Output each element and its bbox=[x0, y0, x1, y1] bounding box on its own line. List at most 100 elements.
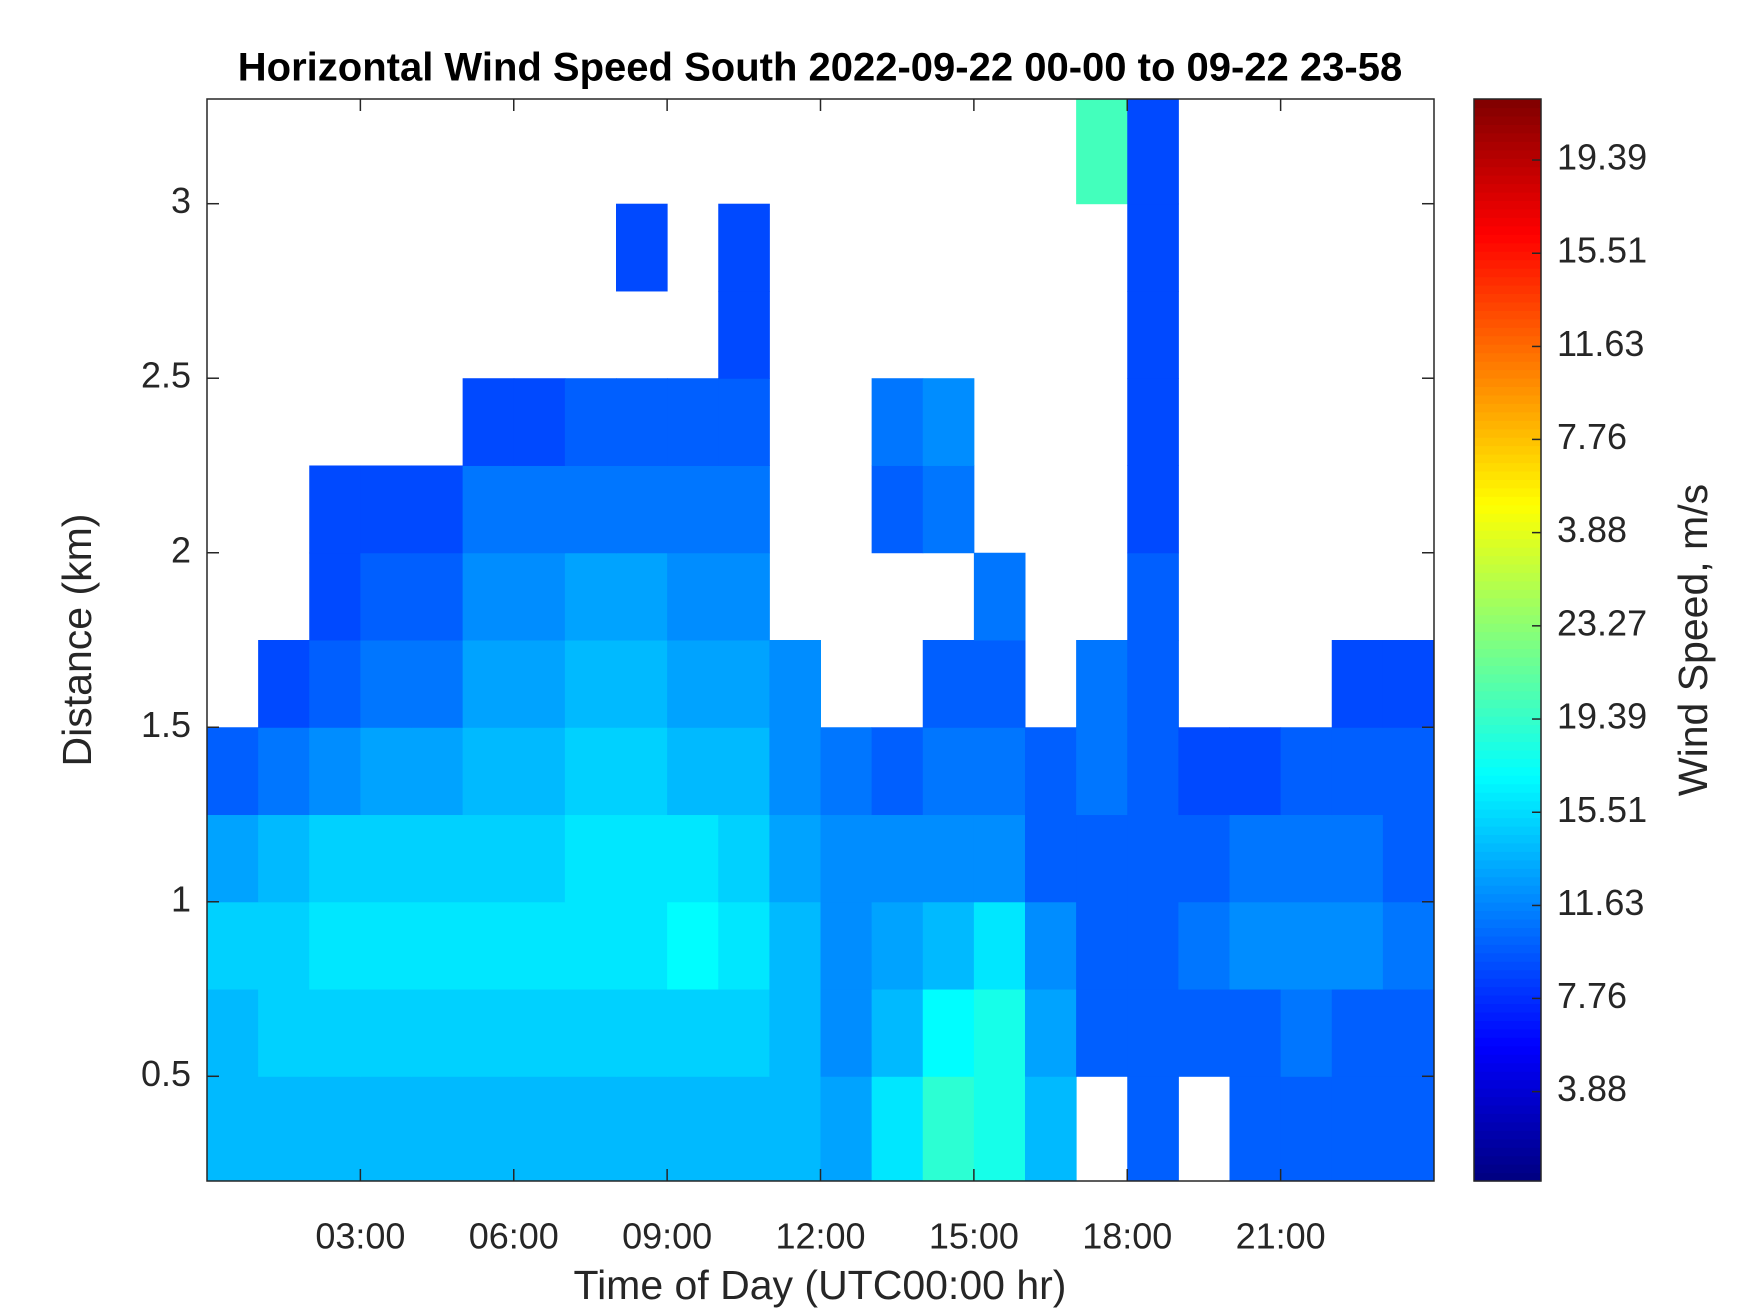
heatmap-cell bbox=[1280, 727, 1333, 816]
colorbar-strip bbox=[1474, 589, 1541, 599]
colorbar-strip bbox=[1474, 640, 1541, 650]
heatmap-cell bbox=[1280, 814, 1333, 903]
heatmap-cell bbox=[973, 552, 1026, 641]
colorbar-strip bbox=[1474, 191, 1541, 202]
colorbar-strip bbox=[1474, 183, 1541, 193]
heatmap-cell bbox=[411, 727, 464, 816]
colorbar-strip bbox=[1474, 859, 1541, 869]
colorbar-strip bbox=[1474, 1003, 1541, 1013]
heatmap-cell bbox=[871, 901, 924, 990]
heatmap-cell bbox=[1076, 99, 1128, 205]
colorbar-strip bbox=[1474, 665, 1541, 675]
colorbar-strip bbox=[1474, 1062, 1541, 1072]
heatmap-cell bbox=[1127, 989, 1179, 1077]
y-tick-label: 2 bbox=[171, 529, 191, 570]
colorbar-strip bbox=[1474, 386, 1541, 396]
colorbar-strip bbox=[1474, 749, 1541, 759]
colorbar-frame bbox=[1473, 98, 1542, 1182]
heatmap-cell bbox=[564, 814, 617, 903]
colorbar-strip bbox=[1474, 335, 1541, 345]
heatmap-cell bbox=[718, 465, 770, 554]
heatmap-cell bbox=[667, 989, 719, 1077]
heatmap-cell bbox=[513, 901, 566, 990]
colorbar-strip bbox=[1474, 1104, 1541, 1114]
y-tick-label: 2.5 bbox=[141, 355, 191, 396]
colorbar-strip bbox=[1474, 1088, 1541, 1098]
heatmap-cell bbox=[1382, 727, 1435, 816]
colorbar-strip bbox=[1474, 1071, 1541, 1081]
colorbar-strip bbox=[1474, 969, 1541, 979]
x-tick-label: 18:00 bbox=[1082, 1216, 1172, 1257]
colorbar-strip bbox=[1474, 301, 1541, 311]
colorbar-strip bbox=[1474, 1011, 1541, 1021]
colorbar-strip bbox=[1474, 690, 1541, 700]
heatmap-cell bbox=[1331, 901, 1384, 990]
colorbar-strip bbox=[1474, 868, 1541, 878]
heatmap-cell bbox=[513, 989, 566, 1077]
colorbar-strip bbox=[1474, 572, 1541, 582]
heatmap-cell bbox=[1127, 552, 1179, 641]
heatmap-cell bbox=[309, 814, 361, 903]
heatmap-cell bbox=[360, 901, 412, 990]
heatmap-cell bbox=[667, 814, 719, 903]
colorbar-strip bbox=[1474, 758, 1541, 768]
heatmap-cell bbox=[1127, 378, 1179, 466]
heatmap-cell bbox=[667, 1076, 719, 1182]
colorbar-strip bbox=[1474, 792, 1541, 802]
heatmap-cell bbox=[718, 640, 770, 728]
heatmap-cell bbox=[1382, 989, 1435, 1077]
y-tick-label: 3 bbox=[171, 180, 191, 221]
x-tick-label: 03:00 bbox=[315, 1216, 405, 1257]
colorbar-strip bbox=[1474, 724, 1541, 734]
colorbar-strip bbox=[1474, 623, 1541, 633]
colorbar-strip bbox=[1474, 377, 1541, 388]
colorbar-strip bbox=[1474, 783, 1541, 793]
colorbar-strip bbox=[1474, 1130, 1541, 1140]
heatmap-cell bbox=[973, 901, 1026, 990]
colorbar-strip bbox=[1474, 1113, 1541, 1123]
heatmap-cell bbox=[309, 727, 361, 816]
colorbar-tick-label: 3.88 bbox=[1557, 509, 1627, 550]
heatmap-cell bbox=[922, 640, 975, 728]
heatmap-cell bbox=[667, 727, 719, 816]
x-tick-label: 21:00 bbox=[1236, 1216, 1326, 1257]
colorbar-strip bbox=[1474, 817, 1541, 827]
colorbar-label: Wind Speed, m/s bbox=[1670, 484, 1716, 796]
heatmap-cell bbox=[207, 814, 259, 903]
colorbar-strip bbox=[1474, 631, 1541, 641]
heatmap-cell bbox=[360, 552, 412, 641]
colorbar-strip bbox=[1474, 876, 1541, 886]
heatmap-cell bbox=[616, 814, 668, 903]
heatmap-cell bbox=[871, 1076, 924, 1182]
colorbar-strip bbox=[1474, 1037, 1541, 1047]
heatmap-cell bbox=[258, 727, 310, 816]
colorbar-strip bbox=[1474, 394, 1541, 404]
colorbar-strip bbox=[1474, 521, 1541, 531]
heatmap-cell bbox=[1331, 727, 1384, 816]
colorbar-strip bbox=[1474, 656, 1541, 666]
heatmap-cell bbox=[769, 640, 821, 728]
colorbar-strip bbox=[1474, 741, 1541, 751]
colorbar-strip bbox=[1474, 1079, 1541, 1089]
heatmap-cell bbox=[411, 640, 464, 728]
y-tick-label: 1 bbox=[171, 878, 191, 919]
x-axis-label: Time of Day (UTC00:00 hr) bbox=[574, 1262, 1067, 1308]
colorbar-strip bbox=[1474, 885, 1541, 895]
heatmap-cell bbox=[820, 901, 873, 990]
heatmap-cell bbox=[973, 1076, 1026, 1182]
colorbar-strip bbox=[1474, 420, 1541, 430]
colorbar-strip bbox=[1474, 276, 1541, 286]
colorbar-strip bbox=[1474, 555, 1541, 565]
colorbar-strip bbox=[1474, 614, 1541, 624]
colorbar-strip bbox=[1474, 563, 1541, 573]
heatmap-cell bbox=[1382, 901, 1435, 990]
colorbar-strip bbox=[1474, 547, 1541, 557]
colorbar-strip bbox=[1474, 284, 1541, 295]
heatmap-cell bbox=[667, 640, 719, 728]
heatmap-cell bbox=[616, 727, 668, 816]
heatmap-cell bbox=[922, 465, 975, 554]
heatmap-cell bbox=[667, 901, 719, 990]
heatmap-cell bbox=[513, 1076, 566, 1182]
heatmap-cell bbox=[309, 552, 361, 641]
heatmap-cell bbox=[411, 465, 464, 554]
